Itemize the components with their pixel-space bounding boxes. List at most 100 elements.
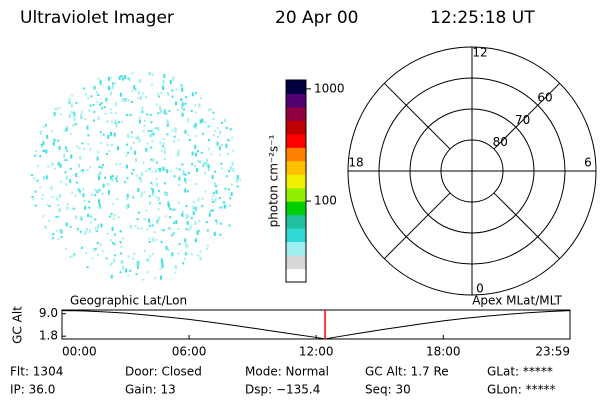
colorbar-step [286,268,306,283]
image-pixel [119,241,122,244]
image-pixel [181,213,184,216]
image-pixel [55,229,58,232]
image-pixel [36,165,39,168]
image-pixel [51,162,54,167]
image-pixel [206,229,209,232]
image-pixel [63,153,66,158]
image-pixel [159,268,162,271]
image-pixel [215,185,218,188]
image-pixel [185,204,188,207]
image-pixel [127,134,130,139]
colorbar-step [286,133,306,148]
image-pixel [132,196,135,199]
x-tick-label: 18:00 [426,345,461,359]
image-pixel [114,119,117,122]
image-pixel [79,230,82,233]
image-pixel [131,172,134,175]
image-pixel [136,264,139,269]
image-pixel [145,209,148,212]
lat-label: 70 [515,113,530,127]
colorbar-step [286,255,306,270]
image-pixel [133,141,136,144]
image-pixel [192,211,195,216]
image-pixel [152,132,155,135]
image-pixel [126,193,129,198]
polar-spoke [493,82,561,150]
image-pixel [97,93,100,96]
image-pixel [219,130,222,135]
image-pixel [70,111,73,114]
image-pixel [50,186,53,191]
image-pixel [82,87,85,90]
image-pixel [214,198,217,203]
image-pixel [171,252,174,257]
image-pixel [44,124,47,127]
image-pixel [137,211,140,214]
image-pixel [171,209,174,212]
image-pixel [140,227,143,230]
image-pixel [39,130,42,135]
image-pixel [105,97,108,102]
image-pixel [231,161,234,166]
image-pixel [206,158,209,163]
image-pixel [198,160,201,163]
image-pixel [163,182,166,185]
image-pixel [190,109,193,112]
image-pixel [121,97,124,102]
image-pixel [60,229,63,234]
image-pixel [59,193,62,198]
image-pixel [198,103,201,108]
image-pixel [71,191,74,194]
image-pixel [86,266,89,269]
image-pixel [199,256,202,261]
image-pixel [71,255,74,258]
image-pixel [221,206,224,209]
image-pixel [127,255,130,258]
image-pixel [48,205,51,208]
image-pixel [164,108,167,111]
image-pixel [116,198,119,201]
x-tick-label: 00:00 [62,345,97,359]
image-pixel [169,80,172,85]
image-pixel [122,265,125,270]
image-pixel [231,136,234,139]
image-pixel [213,231,216,236]
image-pixel [161,266,164,269]
image-pixel [170,170,173,173]
image-pixel [113,243,116,246]
image-pixel [158,95,161,98]
image-pixel [129,146,132,151]
image-pixel [120,245,123,248]
image-pixel [224,118,227,123]
image-pixel [104,176,107,179]
image-pixel [182,262,185,265]
image-pixel [162,166,165,171]
image-pixel [71,94,74,97]
polar-spoke [383,192,451,260]
image-pixel [181,83,184,88]
image-pixel [169,208,172,211]
image-pixel [213,182,216,187]
image-pixel [151,170,154,173]
image-pixel [94,189,97,192]
image-pixel [188,139,191,142]
image-pixel [154,168,157,173]
image-pixel [110,112,113,115]
image-pixel [106,232,109,235]
image-pixel [155,161,158,164]
image-pixel [197,229,200,232]
colorbar-step [286,241,306,256]
image-pixel [140,193,143,198]
image-pixel [52,233,55,236]
image-pixel [171,129,174,132]
image-pixel [132,168,135,171]
image-pixel [111,175,114,178]
image-pixel [135,137,138,140]
image-pixel [135,157,138,162]
image-pixel [58,208,61,213]
image-pixel [150,83,153,86]
image-pixel [100,141,103,144]
image-pixel [41,194,44,197]
image-pixel [194,122,197,127]
image-pixel [143,119,146,122]
